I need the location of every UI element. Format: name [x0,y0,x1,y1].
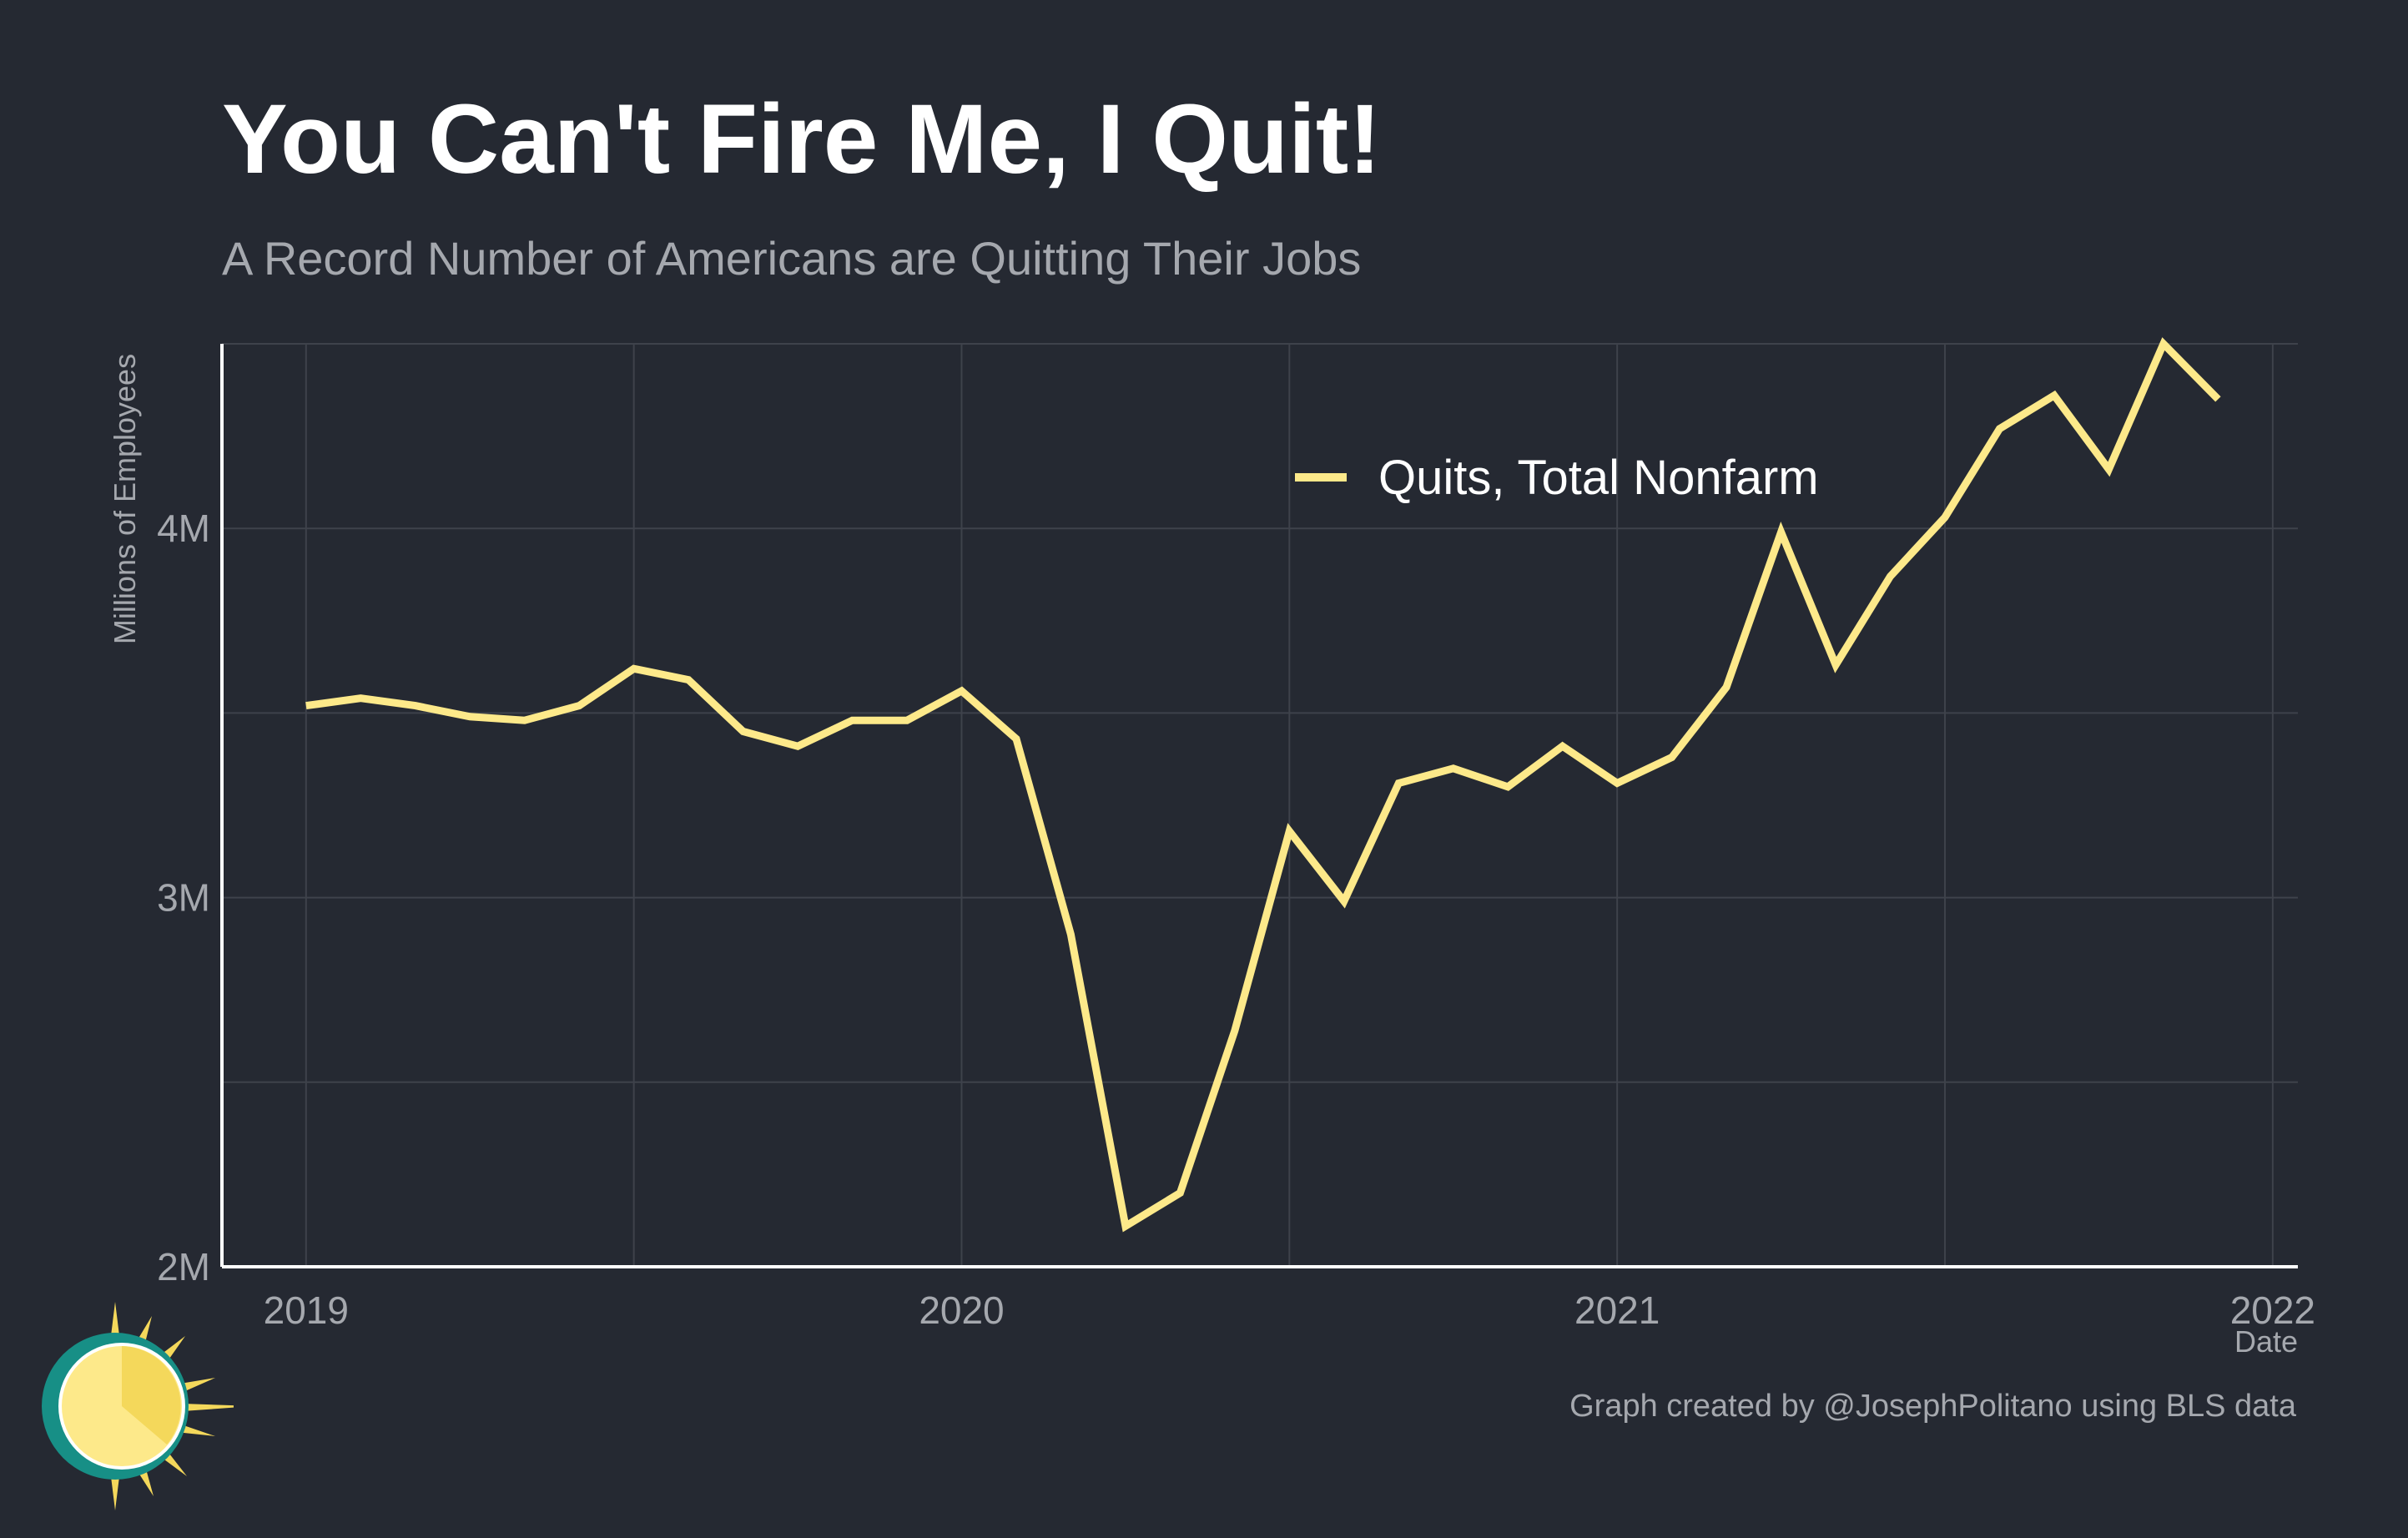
y-tick-label: 3M [157,876,210,920]
y-tick-label: 4M [157,507,210,550]
legend-label: Quits, Total Nonfarm [1378,451,1819,505]
y-tick-label: 2M [157,1245,210,1288]
y-axis-label: Millions of Employees [108,354,142,644]
chart-subtitle: A Record Number of Americans are Quittin… [222,232,1362,285]
x-tick-label: 2022 [2230,1288,2315,1332]
series-lines [305,337,2221,1233]
series-line-quits [305,337,2221,1233]
chart-title: You Can't Fire Me, I Quit! [222,84,1382,194]
sun-logo-icon [42,1302,234,1510]
x-tick-label: 2021 [1574,1288,1660,1332]
x-tick-label: 2020 [919,1288,1004,1332]
chart-legend: Quits, Total Nonfarm [1295,451,1819,505]
tick-labels: 2M 3M 4M 2019 2020 2021 2022 [157,507,2315,1332]
chart-axes [220,344,2298,1268]
x-axis-label: Date [2234,1324,2298,1359]
grid-lines [222,343,2298,1268]
source-caption: Graph created by @JosephPolitano using B… [1569,1389,2296,1424]
x-tick-label: 2019 [264,1288,349,1332]
